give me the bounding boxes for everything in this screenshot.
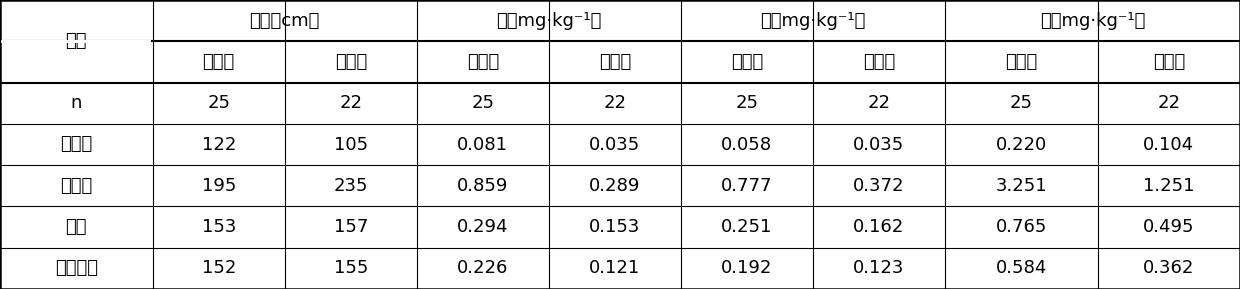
Text: 极小值: 极小值 xyxy=(61,136,93,153)
Text: 0.081: 0.081 xyxy=(458,136,508,153)
Text: 105: 105 xyxy=(334,136,368,153)
Text: 根（mg·kg⁻¹）: 根（mg·kg⁻¹） xyxy=(496,12,601,30)
Text: 对照组: 对照组 xyxy=(863,53,895,71)
Text: 极大值: 极大值 xyxy=(61,177,93,195)
Text: 指标: 指标 xyxy=(66,32,87,50)
Text: 25: 25 xyxy=(1009,94,1033,112)
Text: 0.372: 0.372 xyxy=(853,177,905,195)
Text: 0.035: 0.035 xyxy=(853,136,904,153)
Text: 0.777: 0.777 xyxy=(722,177,773,195)
Bar xyxy=(1,40,151,43)
Text: 0.226: 0.226 xyxy=(458,259,508,277)
Text: 茎（mg·kg⁻¹）: 茎（mg·kg⁻¹） xyxy=(760,12,866,30)
Text: 235: 235 xyxy=(334,177,368,195)
Text: 25: 25 xyxy=(735,94,759,112)
Text: 0.294: 0.294 xyxy=(458,218,508,236)
Text: 0.289: 0.289 xyxy=(589,177,641,195)
Text: 153: 153 xyxy=(202,218,236,236)
Text: 25: 25 xyxy=(207,94,231,112)
Text: 活化组: 活化组 xyxy=(1006,53,1038,71)
Text: 对照组: 对照组 xyxy=(1153,53,1185,71)
Text: 株高（cm）: 株高（cm） xyxy=(249,12,320,30)
Text: 0.192: 0.192 xyxy=(722,259,773,277)
Text: 0.362: 0.362 xyxy=(1143,259,1194,277)
Text: 22: 22 xyxy=(867,94,890,112)
Text: 0.058: 0.058 xyxy=(722,136,773,153)
Text: n: n xyxy=(71,94,82,112)
Text: 0.162: 0.162 xyxy=(853,218,904,236)
Text: 0.121: 0.121 xyxy=(589,259,640,277)
Text: 叶（mg·kg⁻¹）: 叶（mg·kg⁻¹） xyxy=(1040,12,1145,30)
Text: 几何均值: 几何均值 xyxy=(55,259,98,277)
Text: 0.104: 0.104 xyxy=(1143,136,1194,153)
Text: 25: 25 xyxy=(471,94,495,112)
Text: 195: 195 xyxy=(202,177,236,195)
Text: 0.859: 0.859 xyxy=(458,177,508,195)
Text: 对照组: 对照组 xyxy=(599,53,631,71)
Text: 122: 122 xyxy=(202,136,236,153)
Text: 活化组: 活化组 xyxy=(202,53,234,71)
Text: 155: 155 xyxy=(334,259,368,277)
Text: 152: 152 xyxy=(202,259,236,277)
Text: 22: 22 xyxy=(340,94,362,112)
Text: 0.153: 0.153 xyxy=(589,218,641,236)
Text: 0.765: 0.765 xyxy=(996,218,1047,236)
Text: 157: 157 xyxy=(334,218,368,236)
Text: 0.251: 0.251 xyxy=(722,218,773,236)
Text: 对照组: 对照组 xyxy=(335,53,367,71)
Text: 0.123: 0.123 xyxy=(853,259,904,277)
Text: 3.251: 3.251 xyxy=(996,177,1047,195)
Text: 活化组: 活化组 xyxy=(466,53,498,71)
Text: 0.220: 0.220 xyxy=(996,136,1047,153)
Text: 0.495: 0.495 xyxy=(1143,218,1194,236)
Text: 均值: 均值 xyxy=(66,218,87,236)
Text: 活化组: 活化组 xyxy=(730,53,763,71)
Text: 0.584: 0.584 xyxy=(996,259,1047,277)
Text: 1.251: 1.251 xyxy=(1143,177,1194,195)
Text: 0.035: 0.035 xyxy=(589,136,640,153)
Text: 22: 22 xyxy=(1157,94,1180,112)
Text: 22: 22 xyxy=(604,94,626,112)
